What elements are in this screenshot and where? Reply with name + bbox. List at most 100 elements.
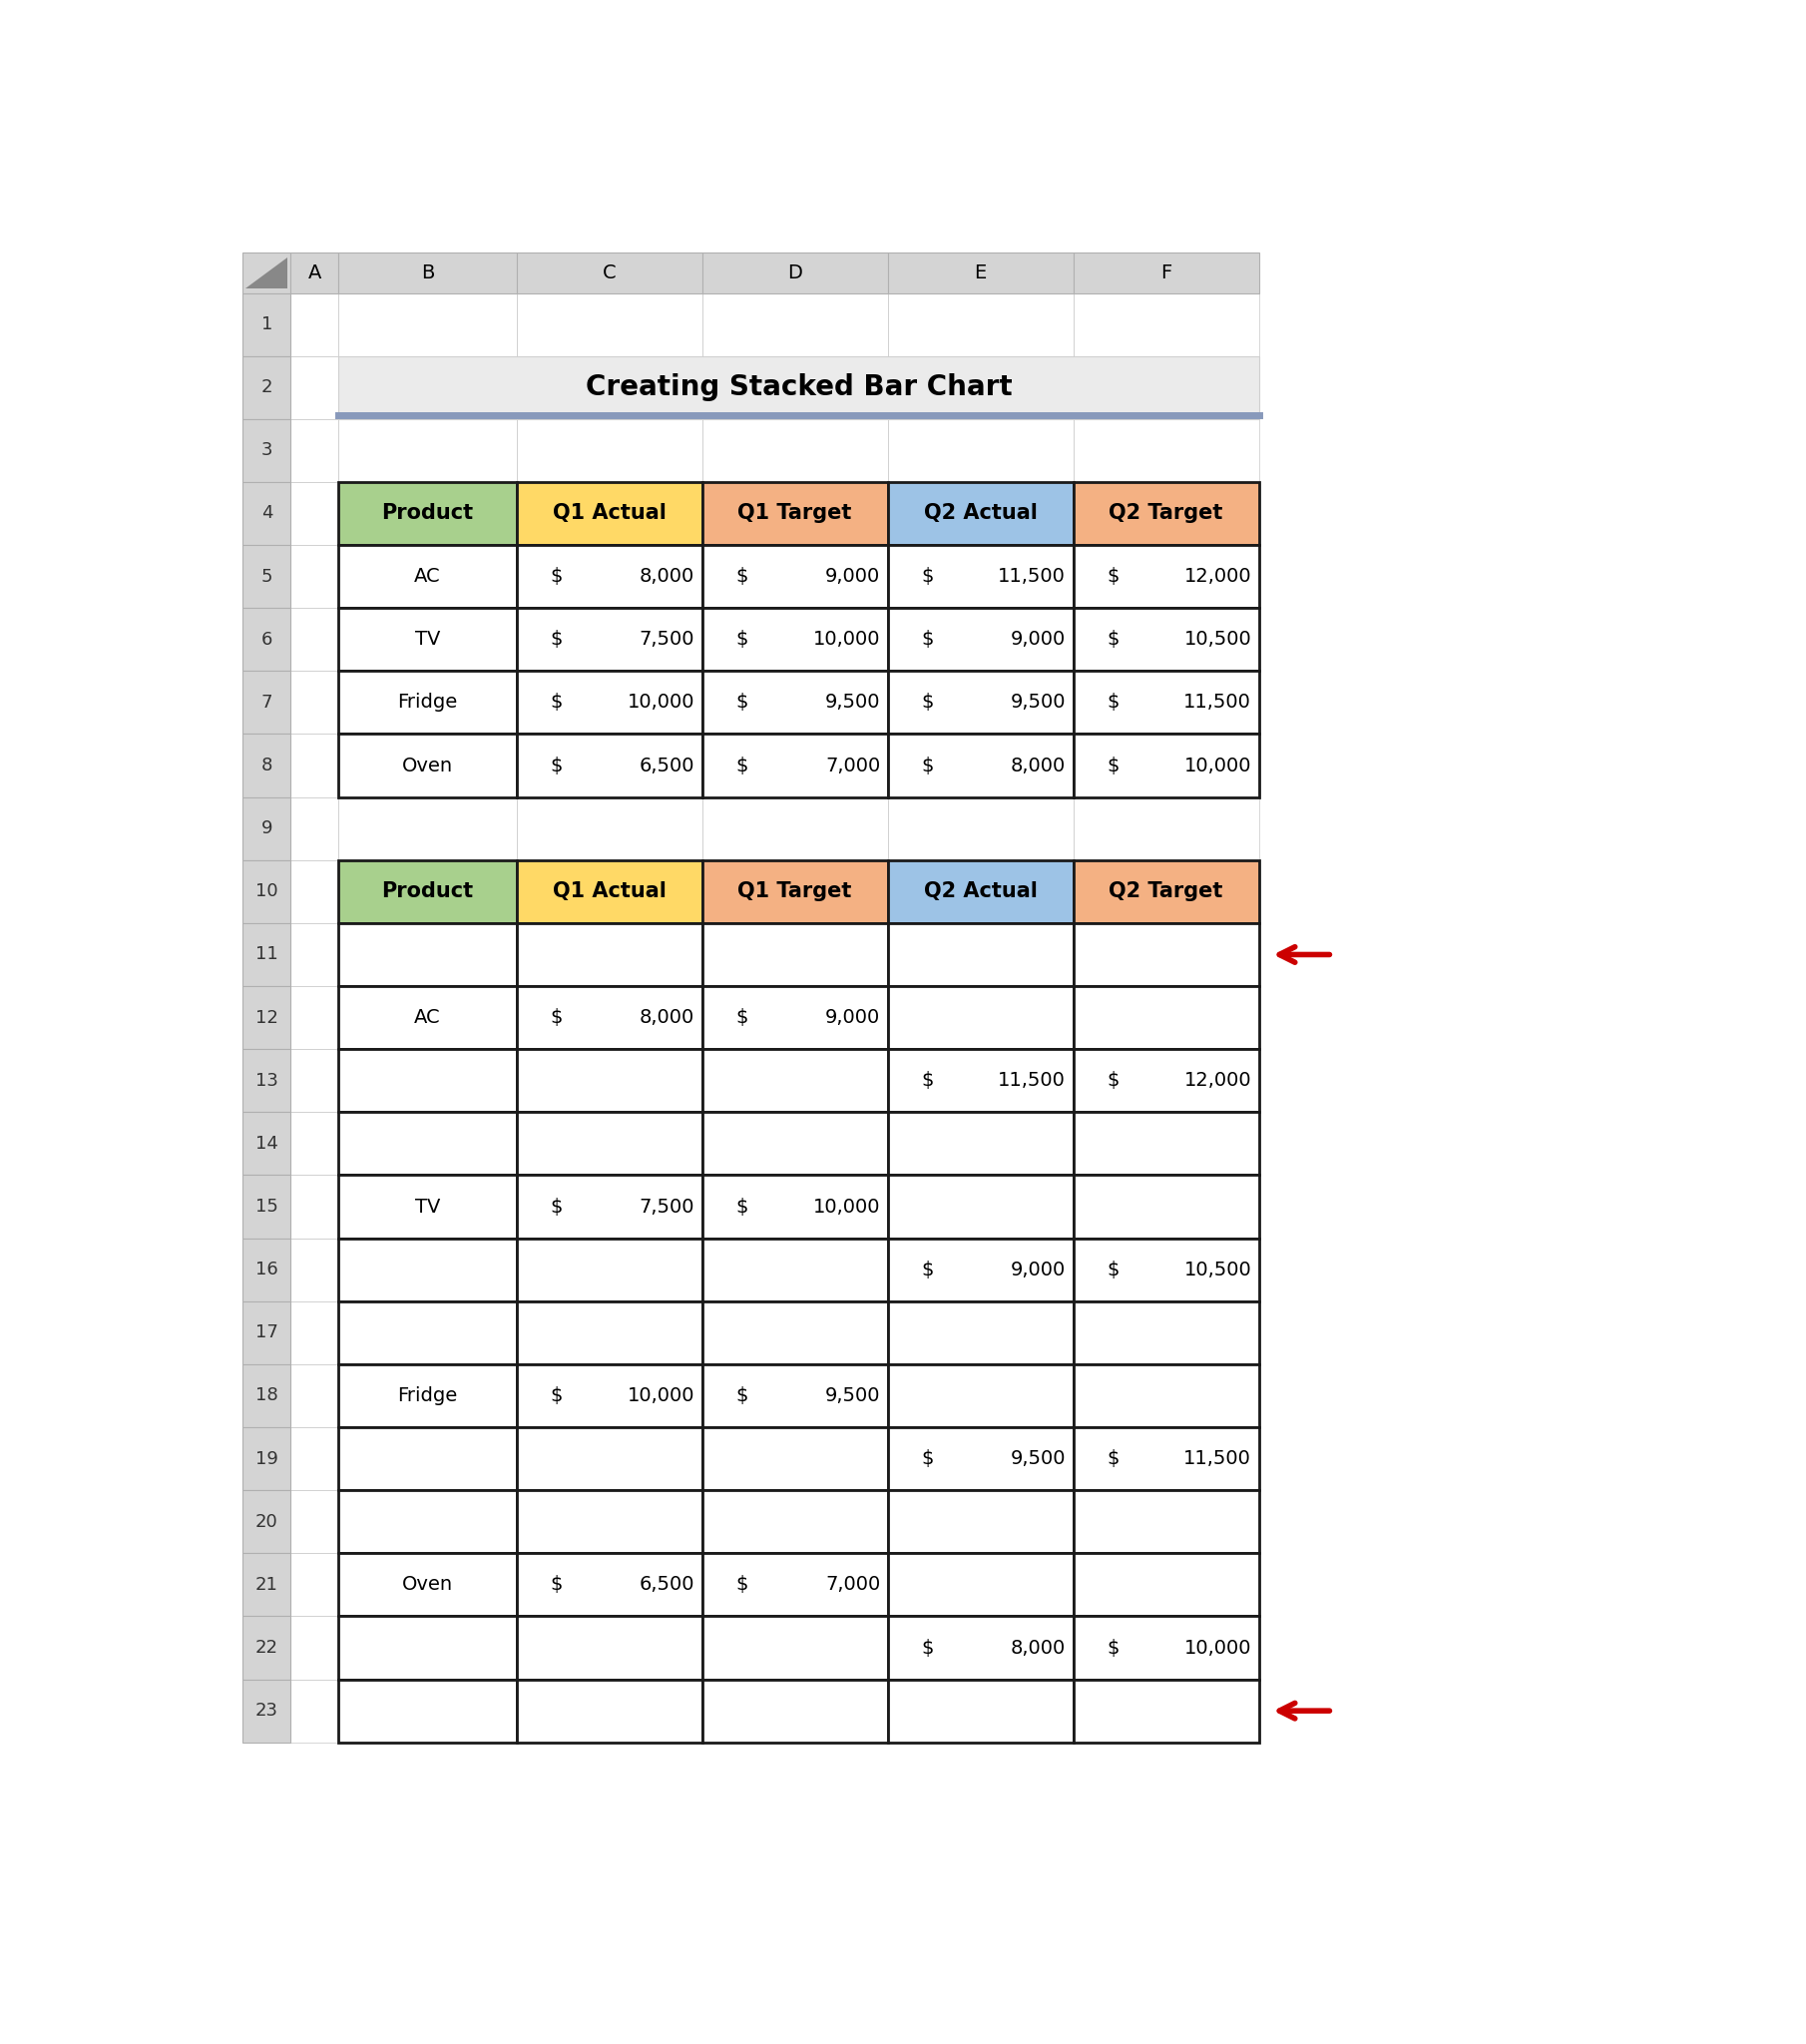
FancyBboxPatch shape: [340, 1490, 517, 1553]
FancyBboxPatch shape: [703, 482, 889, 546]
Text: 7,000: 7,000: [825, 1576, 880, 1594]
FancyBboxPatch shape: [517, 356, 703, 419]
FancyBboxPatch shape: [517, 1617, 703, 1680]
Text: Q2 Target: Q2 Target: [1109, 881, 1223, 901]
FancyBboxPatch shape: [889, 546, 1073, 607]
Text: 7,000: 7,000: [825, 756, 880, 775]
Text: AC: AC: [414, 1008, 441, 1026]
Text: $: $: [1107, 566, 1120, 587]
Text: Q2 Actual: Q2 Actual: [923, 503, 1037, 523]
FancyBboxPatch shape: [1073, 1490, 1259, 1553]
FancyBboxPatch shape: [889, 482, 1073, 546]
FancyBboxPatch shape: [1073, 1680, 1259, 1741]
FancyBboxPatch shape: [242, 734, 291, 797]
FancyBboxPatch shape: [340, 1680, 517, 1741]
FancyBboxPatch shape: [703, 861, 889, 924]
FancyBboxPatch shape: [517, 292, 703, 356]
FancyBboxPatch shape: [242, 861, 291, 924]
FancyBboxPatch shape: [340, 419, 517, 482]
Text: Q2 Actual: Q2 Actual: [923, 881, 1037, 901]
FancyBboxPatch shape: [703, 1302, 889, 1363]
FancyBboxPatch shape: [517, 482, 703, 546]
Text: $: $: [549, 1198, 562, 1216]
FancyBboxPatch shape: [889, 1553, 1073, 1617]
FancyBboxPatch shape: [242, 670, 291, 734]
FancyBboxPatch shape: [889, 546, 1073, 607]
FancyBboxPatch shape: [703, 1427, 889, 1490]
Text: 12: 12: [255, 1008, 278, 1026]
FancyBboxPatch shape: [703, 1617, 889, 1680]
Polygon shape: [246, 258, 287, 288]
FancyBboxPatch shape: [340, 482, 517, 546]
FancyBboxPatch shape: [340, 1302, 517, 1363]
FancyBboxPatch shape: [889, 1302, 1073, 1363]
FancyBboxPatch shape: [703, 985, 889, 1049]
FancyBboxPatch shape: [703, 1617, 889, 1680]
Text: TV: TV: [415, 1198, 441, 1216]
FancyBboxPatch shape: [703, 1680, 889, 1741]
FancyBboxPatch shape: [291, 1049, 340, 1112]
FancyBboxPatch shape: [242, 1490, 291, 1553]
FancyBboxPatch shape: [242, 482, 291, 546]
Text: $: $: [921, 756, 934, 775]
FancyBboxPatch shape: [703, 985, 889, 1049]
FancyBboxPatch shape: [340, 734, 517, 797]
Text: $: $: [921, 1449, 934, 1468]
FancyBboxPatch shape: [1073, 253, 1259, 292]
FancyBboxPatch shape: [1073, 1112, 1259, 1175]
Text: 23: 23: [255, 1703, 278, 1719]
FancyBboxPatch shape: [242, 1302, 291, 1363]
FancyBboxPatch shape: [1073, 607, 1259, 670]
FancyBboxPatch shape: [517, 861, 703, 924]
FancyBboxPatch shape: [291, 482, 340, 546]
Text: $: $: [735, 693, 748, 711]
Text: 10,000: 10,000: [627, 693, 695, 711]
Text: 14: 14: [255, 1134, 278, 1153]
FancyBboxPatch shape: [517, 1617, 703, 1680]
Text: $: $: [735, 756, 748, 775]
FancyBboxPatch shape: [340, 1617, 517, 1680]
FancyBboxPatch shape: [291, 1680, 340, 1741]
Text: 16: 16: [255, 1261, 278, 1280]
FancyBboxPatch shape: [340, 734, 517, 797]
FancyBboxPatch shape: [889, 734, 1073, 797]
Text: $: $: [921, 1071, 934, 1089]
FancyBboxPatch shape: [703, 607, 889, 670]
FancyBboxPatch shape: [889, 985, 1073, 1049]
FancyBboxPatch shape: [517, 1363, 703, 1427]
Text: $: $: [1107, 1639, 1120, 1658]
FancyBboxPatch shape: [703, 1680, 889, 1741]
Text: $: $: [549, 566, 562, 587]
FancyBboxPatch shape: [517, 1680, 703, 1741]
Text: 6,500: 6,500: [639, 756, 695, 775]
Text: $: $: [549, 630, 562, 650]
FancyBboxPatch shape: [1073, 985, 1259, 1049]
FancyBboxPatch shape: [340, 1239, 517, 1302]
FancyBboxPatch shape: [1073, 1363, 1259, 1427]
Text: 15: 15: [255, 1198, 278, 1216]
Text: $: $: [735, 1576, 748, 1594]
FancyBboxPatch shape: [1073, 797, 1259, 861]
FancyBboxPatch shape: [242, 1175, 291, 1239]
FancyBboxPatch shape: [291, 1553, 340, 1617]
FancyBboxPatch shape: [291, 861, 340, 924]
Text: 11,500: 11,500: [1183, 693, 1252, 711]
FancyBboxPatch shape: [703, 734, 889, 797]
FancyBboxPatch shape: [517, 985, 703, 1049]
FancyBboxPatch shape: [703, 482, 889, 546]
FancyBboxPatch shape: [889, 1239, 1073, 1302]
Text: 11,500: 11,500: [999, 566, 1066, 587]
FancyBboxPatch shape: [703, 546, 889, 607]
FancyBboxPatch shape: [1073, 1363, 1259, 1427]
Text: 17: 17: [255, 1325, 278, 1341]
FancyBboxPatch shape: [1073, 1427, 1259, 1490]
Text: 8,000: 8,000: [1011, 1639, 1066, 1658]
Text: $: $: [921, 1639, 934, 1658]
FancyBboxPatch shape: [340, 985, 517, 1049]
Text: 9,500: 9,500: [825, 693, 880, 711]
FancyBboxPatch shape: [703, 1553, 889, 1617]
FancyBboxPatch shape: [703, 1239, 889, 1302]
FancyBboxPatch shape: [889, 1490, 1073, 1553]
FancyBboxPatch shape: [703, 1490, 889, 1553]
FancyBboxPatch shape: [1073, 1112, 1259, 1175]
